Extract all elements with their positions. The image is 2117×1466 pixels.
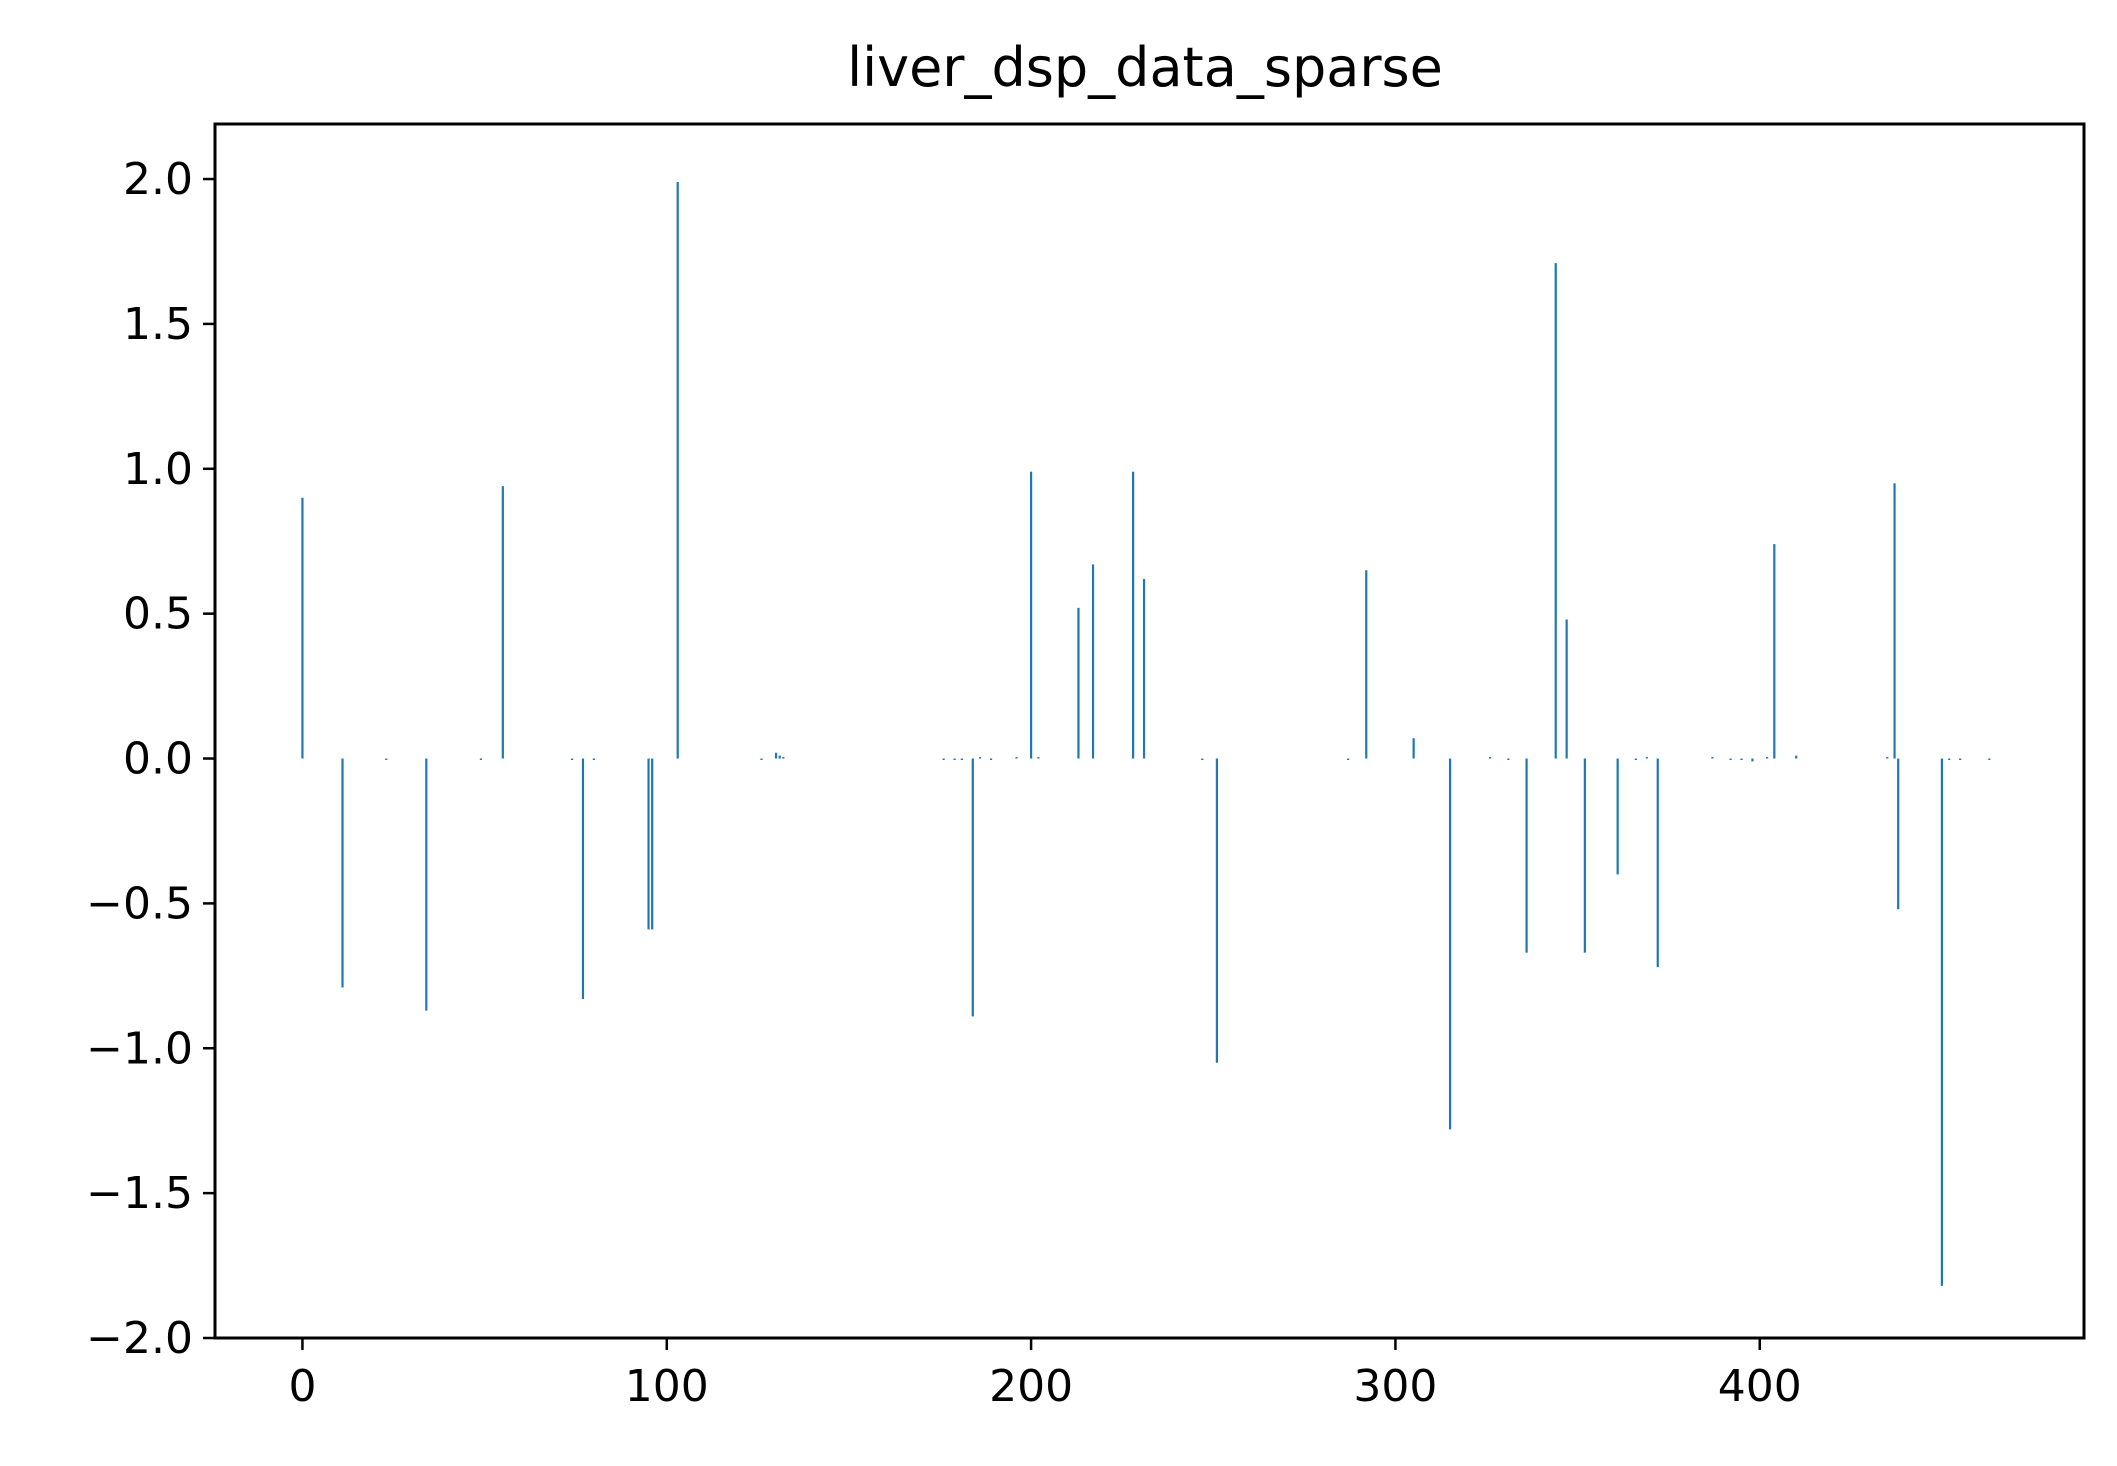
- bar: [570, 758, 574, 760]
- bar: [1507, 758, 1510, 760]
- y-tick-label: −1.5: [86, 1168, 193, 1219]
- bar: [425, 758, 428, 1011]
- bar: [1765, 757, 1769, 759]
- bar: [971, 758, 974, 1017]
- bar: [1656, 758, 1659, 968]
- y-axis: 2.0 1.5 1.0 0.5 0.0 −0.5 −1.0 −1.5 −2.0: [86, 154, 215, 1364]
- bar: [1201, 758, 1204, 760]
- bar: [1015, 757, 1018, 759]
- bar: [676, 181, 679, 759]
- x-tick-label: 300: [1353, 1361, 1437, 1412]
- bar: [501, 486, 504, 759]
- bar: [592, 758, 595, 760]
- bar: [341, 758, 344, 988]
- bar: [1645, 757, 1648, 759]
- bar: [1959, 758, 1962, 760]
- bar: [978, 757, 982, 759]
- bar: [1616, 758, 1619, 875]
- bar: [647, 758, 650, 930]
- bar: [385, 758, 388, 760]
- bar: [782, 757, 785, 759]
- bar: [1412, 738, 1415, 759]
- bar: [1897, 758, 1900, 910]
- bar: [301, 497, 304, 759]
- bar: [1037, 757, 1040, 759]
- bar: [760, 758, 763, 760]
- bar: [1583, 758, 1586, 953]
- bar: [1795, 755, 1798, 759]
- bar: [1077, 607, 1080, 759]
- x-tick-label: 100: [625, 1361, 709, 1412]
- bar: [1634, 758, 1637, 760]
- bar: [1365, 570, 1368, 759]
- bar: [1448, 758, 1452, 1130]
- bar: [581, 758, 585, 1000]
- bar: [1525, 758, 1528, 953]
- x-tick-label: 400: [1718, 1361, 1802, 1412]
- x-axis: 0 100 200 300 400: [288, 1338, 1802, 1412]
- bar: [960, 758, 963, 760]
- bar: [1346, 758, 1350, 760]
- bar: [1132, 471, 1135, 759]
- bar: [1948, 758, 1951, 760]
- bar: [1751, 758, 1754, 762]
- plot-frame: [213, 122, 2086, 1340]
- bar: [1740, 758, 1743, 760]
- bar: [479, 758, 483, 760]
- bars-group: [301, 181, 1991, 1286]
- y-tick-label: 0.0: [123, 734, 193, 785]
- y-tick-label: 0.5: [123, 589, 193, 640]
- bar: [774, 752, 778, 759]
- bar: [1554, 263, 1557, 759]
- y-tick-label: 1.5: [123, 299, 193, 350]
- bar: [1893, 483, 1896, 759]
- bar: [1886, 757, 1889, 759]
- bar: [1215, 758, 1218, 1063]
- bar: [778, 755, 781, 759]
- bar: [1029, 471, 1033, 759]
- y-tick-label: −1.0: [86, 1023, 193, 1074]
- y-tick-label: 2.0: [123, 154, 193, 205]
- bar: [1729, 758, 1732, 760]
- bar: [651, 758, 654, 930]
- bar: [1489, 757, 1492, 759]
- x-tick-label: 200: [989, 1361, 1073, 1412]
- bar: [1773, 544, 1776, 759]
- chart-title: liver_dsp_data_sparse: [847, 36, 1443, 99]
- bar: [1091, 564, 1095, 759]
- y-tick-label: −0.5: [86, 878, 193, 929]
- bar: [1711, 757, 1714, 759]
- bar: [989, 758, 993, 760]
- bar: [1565, 619, 1568, 759]
- bar: [1142, 578, 1146, 759]
- bar: [1988, 758, 1991, 760]
- x-tick-label: 0: [288, 1361, 316, 1412]
- y-tick-label: 1.0: [123, 444, 193, 495]
- y-tick-label: −2.0: [86, 1313, 193, 1364]
- bar: [942, 758, 945, 760]
- bar: [953, 758, 956, 760]
- bar: [1940, 758, 1944, 1286]
